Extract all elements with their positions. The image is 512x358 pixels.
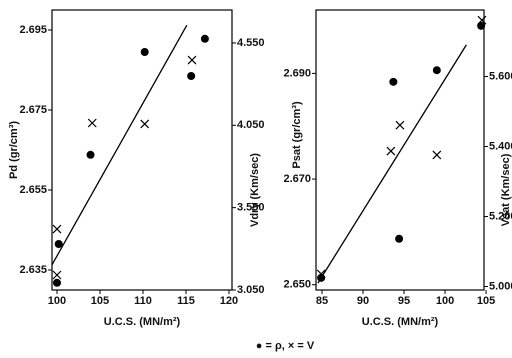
point-rho (140, 48, 149, 56)
x-tick-label: 100 (48, 295, 66, 307)
x-tick-label: 95 (398, 295, 410, 307)
x-tick-label: 110 (134, 295, 152, 307)
point-v (316, 269, 326, 279)
point-rho (187, 72, 196, 80)
point-rho (395, 234, 404, 243)
point-v (432, 150, 442, 160)
y-axis-title: Psat (gr/cm³) (291, 101, 303, 169)
point-rho (200, 34, 209, 43)
point-rho (54, 240, 63, 248)
x-axis-title: U.C.S. (MN/m²) (362, 316, 439, 328)
point-v (140, 119, 150, 129)
y2-tick-label: 5.600 (489, 70, 512, 82)
x-tick-label: 100 (436, 295, 454, 307)
point-rho (86, 150, 95, 159)
point-rho (432, 66, 441, 75)
x-tick-label: 120 (220, 295, 238, 307)
plot-frame (51, 9, 233, 291)
fit-line (317, 44, 467, 284)
point-v (87, 118, 97, 128)
y-tick-label: 2.675 (19, 104, 47, 116)
point-v (477, 15, 487, 25)
x-tick-label: 115 (177, 295, 195, 307)
point-rho (52, 278, 61, 287)
y2-axis-title: Vdry (Km/sec) (249, 153, 261, 227)
point-rho (389, 77, 398, 86)
y2-tick-label: 5.200 (489, 210, 512, 222)
point-v (395, 120, 405, 130)
y2-tick-label: 3.050 (237, 284, 265, 296)
y2-tick-label: 4.050 (237, 119, 265, 131)
point-v (386, 146, 396, 156)
y2-tick-label: 4.550 (237, 37, 265, 49)
y2-axis-title: Vsat (Km/sec) (500, 153, 512, 226)
legend: ● = ρ, × = V (256, 340, 315, 352)
y-tick-label: 2.695 (19, 24, 47, 36)
x-axis-title: U.C.S. (MN/m²) (104, 316, 181, 328)
y-tick-label: 2.655 (19, 184, 47, 196)
point-v (52, 270, 62, 280)
y-tick-label: 2.670 (283, 173, 311, 185)
y2-tick-label: 5.000 (489, 280, 512, 292)
point-rho (477, 21, 486, 30)
point-v (187, 55, 197, 65)
x-tick-label: 105 (477, 295, 495, 307)
point-v (52, 224, 62, 234)
x-tick-label: 85 (316, 295, 328, 307)
plot-frame (315, 9, 485, 291)
x-tick-label: 105 (91, 295, 109, 307)
y-tick-label: 2.650 (283, 279, 311, 291)
x-tick-label: 90 (357, 295, 369, 307)
y-axis-title: Pd (gr/cm³) (8, 121, 20, 179)
y2-tick-label: 5.400 (489, 140, 512, 152)
fit-line (51, 24, 188, 266)
y-tick-label: 2.690 (283, 67, 311, 79)
y2-tick-label: 3.550 (237, 202, 265, 214)
y-tick-label: 2.635 (19, 264, 47, 276)
